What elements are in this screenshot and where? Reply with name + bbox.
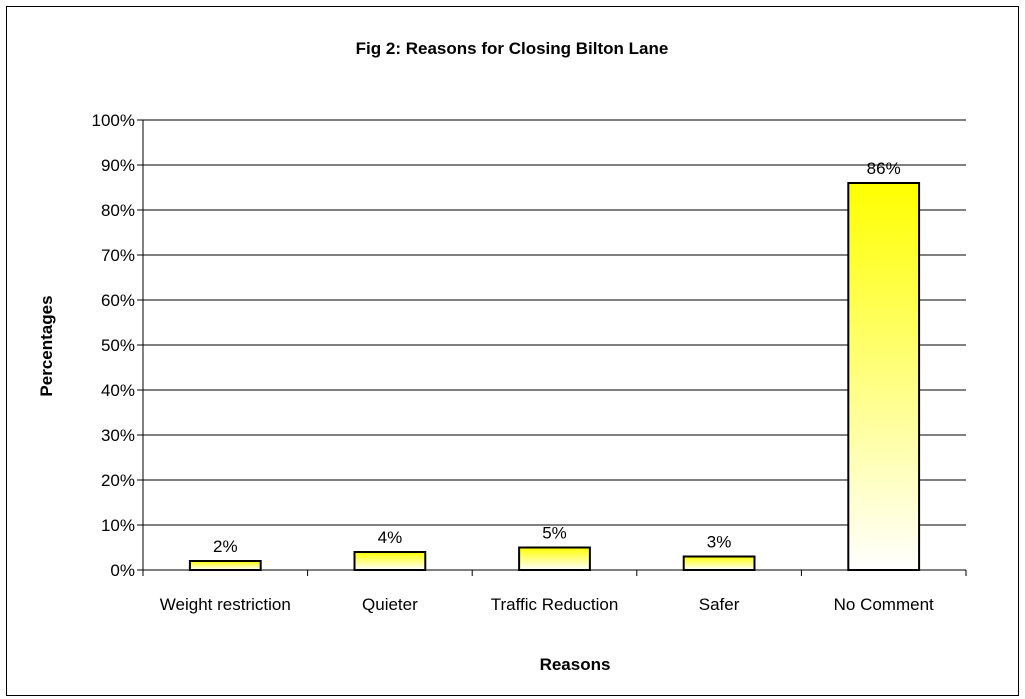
y-tick-label: 90% (101, 156, 135, 175)
y-tick-label: 80% (101, 201, 135, 220)
data-labels: 2% 4% 5% 3% 86% (213, 159, 901, 556)
y-tick-label: 10% (101, 516, 135, 535)
data-label: 3% (707, 533, 732, 552)
y-tick-label: 70% (101, 246, 135, 265)
y-tick-label: 0% (110, 561, 135, 580)
y-tick-label: 60% (101, 291, 135, 310)
bars (188, 182, 921, 571)
y-axis-title: Percentages (37, 295, 56, 396)
data-label: 86% (867, 159, 901, 178)
x-tick-label: Weight restriction (160, 595, 291, 614)
axes (137, 119, 967, 576)
y-tick-label: 40% (101, 381, 135, 400)
data-label: 2% (213, 537, 238, 556)
data-label: 5% (542, 524, 567, 543)
bar (847, 182, 921, 571)
bar (518, 546, 591, 571)
y-tick-label: 100% (92, 111, 135, 130)
y-tick-label: 30% (101, 426, 135, 445)
chart-title: Fig 2: Reasons for Closing Bilton Lane (356, 39, 669, 58)
bar (188, 560, 262, 571)
data-label: 4% (378, 528, 403, 547)
y-tick-label: 20% (101, 471, 135, 490)
bar (353, 551, 427, 571)
bar-chart: Fig 2: Reasons for Closing Bilton Lane 0… (37, 39, 967, 674)
x-axis-tick-labels: Weight restriction Quieter Traffic Reducti… (160, 595, 934, 614)
x-tick-label: Quieter (362, 595, 418, 614)
x-tick-label: Safer (699, 595, 740, 614)
chart-frame: Fig 2: Reasons for Closing Bilton Lane 0… (6, 6, 1019, 696)
x-axis-title: Reasons (540, 655, 611, 674)
bar (682, 555, 756, 571)
gridlines (143, 119, 966, 526)
x-tick-label: No Comment (834, 595, 934, 614)
y-tick-label: 50% (101, 336, 135, 355)
x-tick-label: Traffic Reduction (491, 595, 619, 614)
y-axis-tick-labels: 0% 10% 20% 30% 40% 50% 60% 70% 80% 90% 100% (92, 111, 135, 580)
